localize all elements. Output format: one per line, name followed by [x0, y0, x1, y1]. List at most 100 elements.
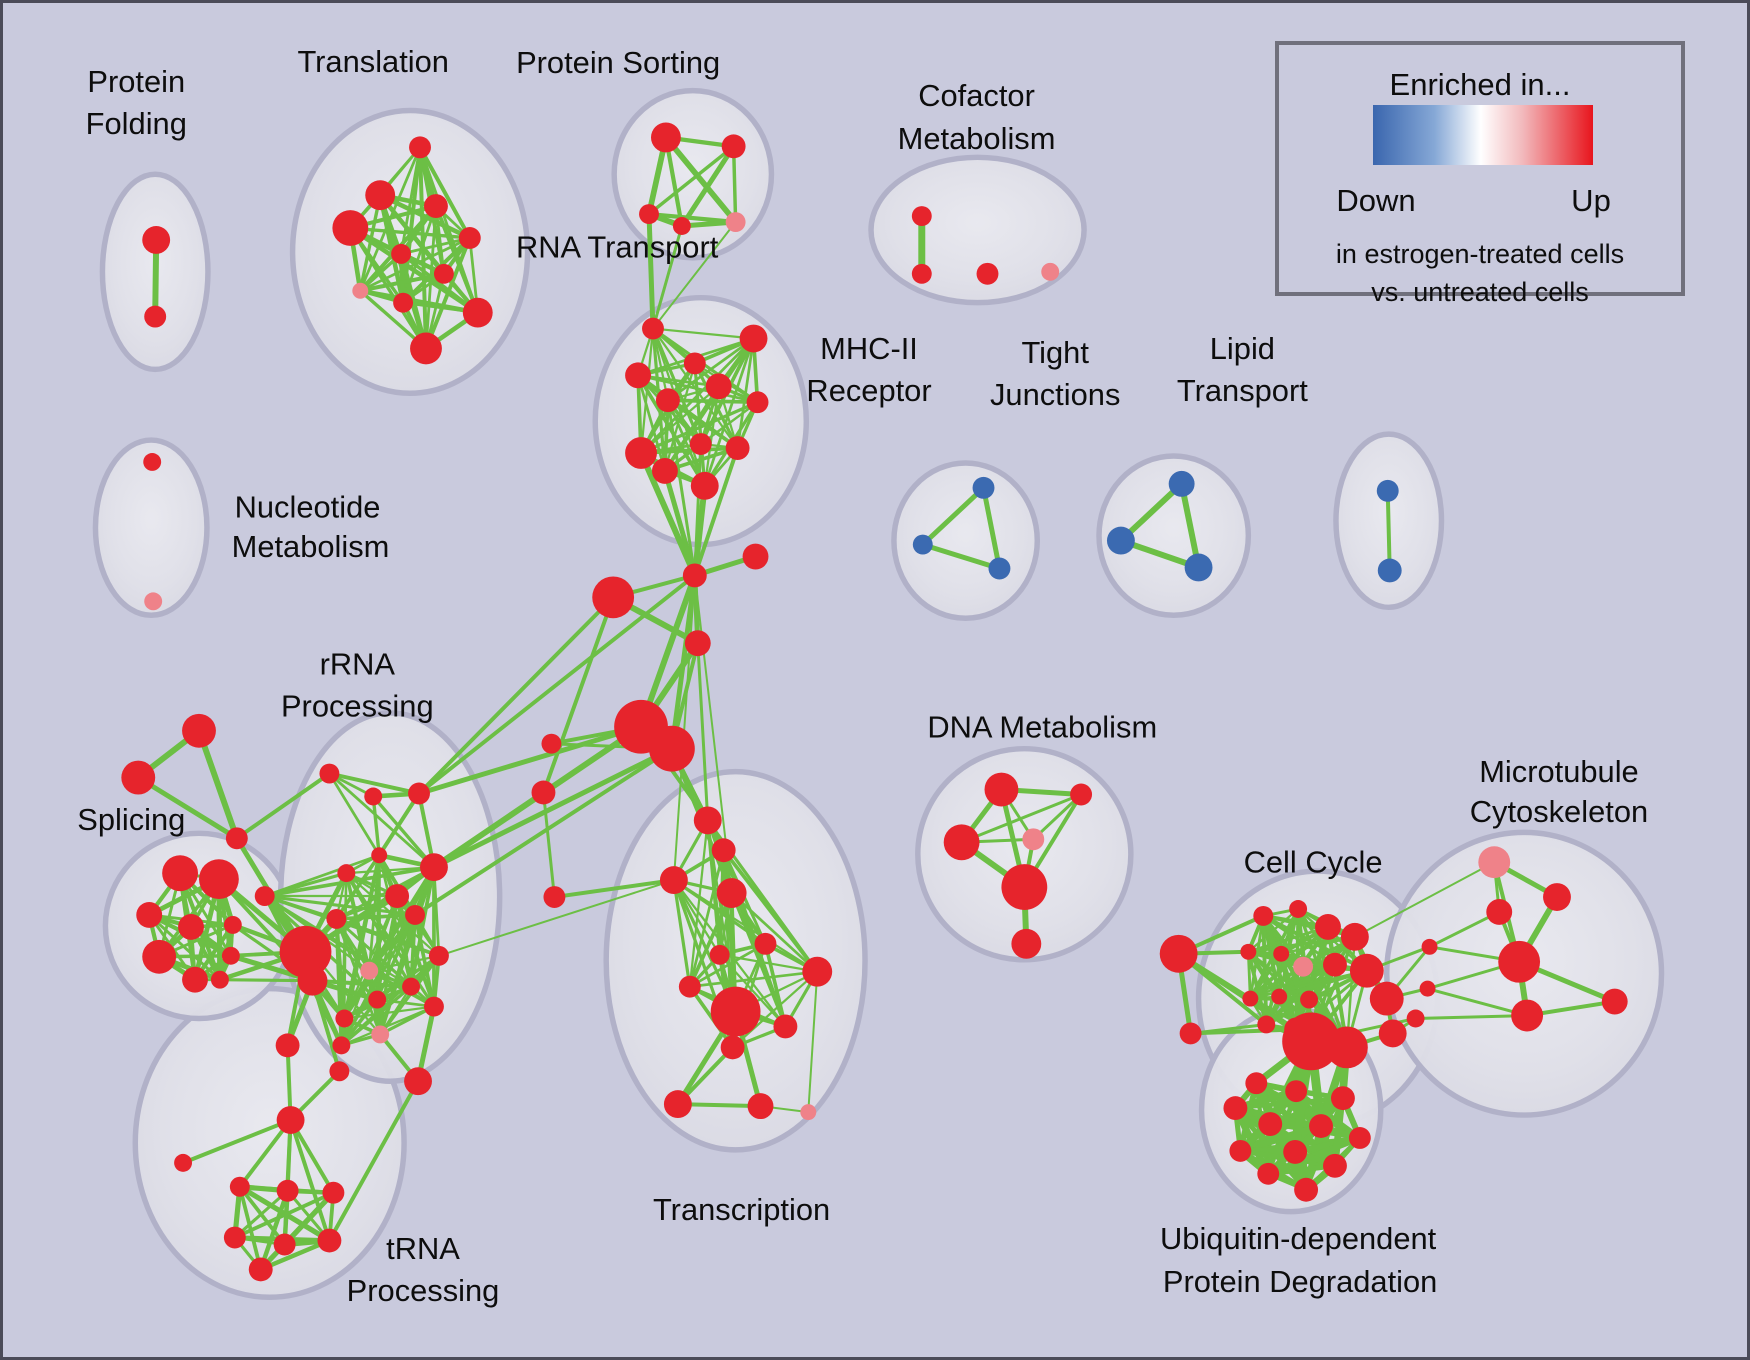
gene-set-node-31: [725, 436, 750, 460]
gene-set-node-89: [684, 630, 711, 657]
gene-set-node-14: [721, 134, 746, 159]
cluster-ellipse-nucleotide-metabolism: [92, 437, 210, 619]
legend-down-label: Down: [1336, 183, 1416, 218]
network-edge: [348, 225, 481, 315]
gene-set-node-135: [1421, 938, 1438, 955]
gene-set-node-73: [332, 1036, 351, 1055]
gene-set-node-22: [642, 317, 664, 340]
cluster-label-cell-cycle: Cell Cycle: [1244, 845, 1383, 880]
gene-set-node-64: [279, 925, 332, 978]
gene-set-node-3: [365, 180, 396, 211]
network-edge: [1247, 907, 1300, 953]
network-edge: [693, 442, 703, 577]
gene-set-node-143: [1511, 999, 1544, 1032]
gene-set-node-134: [1378, 1019, 1407, 1048]
gene-set-node-58: [337, 864, 356, 883]
network-edge: [1249, 963, 1337, 1000]
gene-set-node-126: [1242, 990, 1259, 1007]
network-edge: [552, 878, 676, 900]
network-edge: [431, 746, 675, 870]
network-edge: [378, 913, 417, 1037]
network-edge: [721, 848, 820, 974]
network-edge: [348, 226, 472, 240]
gene-set-node-20: [976, 262, 999, 285]
gene-set-node-60: [254, 886, 275, 906]
network-edge: [328, 772, 381, 857]
gene-set-node-63: [405, 905, 425, 925]
network-edge: [646, 211, 656, 332]
gene-set-node-36: [988, 557, 1011, 580]
gene-set-node-117: [1253, 905, 1274, 926]
network-edge: [327, 1079, 421, 1243]
network-edge: [1178, 480, 1202, 571]
gene-set-node-75: [329, 1061, 350, 1082]
network-edge: [342, 913, 417, 1020]
gene-set-node-107: [747, 1093, 774, 1120]
network-edge: [1264, 963, 1337, 1027]
gene-set-node-82: [223, 1226, 246, 1249]
cluster-label-microtubule-cytoskeleton: Cytoskeleton: [1470, 794, 1648, 829]
gene-set-node-150: [1348, 1127, 1371, 1149]
network-edge: [399, 236, 472, 256]
cluster-label-protein-folding: Folding: [86, 106, 187, 141]
network-edge: [358, 271, 446, 293]
cluster-label-trna-processing: tRNA: [386, 1231, 460, 1266]
gene-set-node-124: [1323, 952, 1347, 977]
gene-set-node-27: [655, 388, 680, 413]
gene-set-node-144: [1245, 1072, 1268, 1095]
gene-set-node-101: [678, 975, 701, 998]
gene-set-node-79: [229, 1176, 250, 1197]
cluster-label-mhc-ii-receptor: Receptor: [806, 373, 931, 408]
gene-set-node-37: [1168, 470, 1195, 497]
gene-set-node-128: [1300, 990, 1319, 1009]
gene-set-node-154: [1257, 1162, 1280, 1185]
network-edge: [696, 641, 710, 822]
gene-set-node-32: [651, 457, 678, 484]
network-edge: [1353, 861, 1496, 938]
gene-set-node-34: [972, 476, 995, 499]
gene-set-node-65: [297, 965, 328, 996]
network-edge: [334, 853, 382, 921]
network-edge: [763, 941, 788, 1029]
cluster-label-splicing: Splicing: [77, 802, 185, 837]
gene-set-node-72: [371, 1025, 390, 1044]
gene-set-node-81: [322, 1181, 345, 1204]
gene-set-node-94: [693, 806, 722, 835]
gene-set-node-157: [144, 592, 163, 611]
network-edge: [663, 135, 684, 229]
gene-set-node-116: [1179, 1022, 1202, 1045]
network-edge: [135, 775, 240, 841]
gene-set-node-5: [332, 210, 369, 246]
gene-set-node-40: [1376, 479, 1399, 502]
gene-set-node-104: [773, 1014, 798, 1039]
gene-set-node-140: [1486, 899, 1513, 925]
gene-set-node-93: [531, 780, 556, 805]
network-edge: [1236, 1122, 1325, 1155]
gene-set-node-70: [423, 996, 444, 1017]
gene-set-node-52: [121, 760, 156, 795]
gene-set-node-139: [1543, 883, 1571, 911]
network-edge: [196, 727, 240, 842]
gene-set-node-125: [1349, 953, 1384, 988]
network-edge: [310, 978, 342, 1074]
gene-set-node-54: [319, 763, 340, 784]
gene-set-node-87: [742, 543, 769, 570]
network-edge: [437, 879, 675, 957]
network-edge: [1248, 964, 1306, 1001]
network-edge: [636, 373, 759, 404]
gene-set-node-102: [802, 956, 833, 987]
gene-set-node-132: [1326, 1026, 1368, 1069]
gene-set-node-98: [543, 886, 566, 908]
gene-set-node-59: [420, 853, 448, 882]
gene-set-node-142: [1601, 988, 1628, 1015]
network-edge: [413, 913, 436, 1009]
network-edge: [666, 398, 739, 450]
gene-set-node-47: [142, 939, 177, 974]
gene-set-node-69: [368, 990, 387, 1009]
gene-set-node-11: [462, 297, 493, 328]
network-edge: [688, 848, 726, 988]
gene-set-node-21: [1041, 262, 1060, 281]
gene-set-node-133: [1369, 981, 1404, 1016]
cluster-label-translation: Translation: [297, 44, 449, 79]
network-edge: [399, 252, 480, 315]
